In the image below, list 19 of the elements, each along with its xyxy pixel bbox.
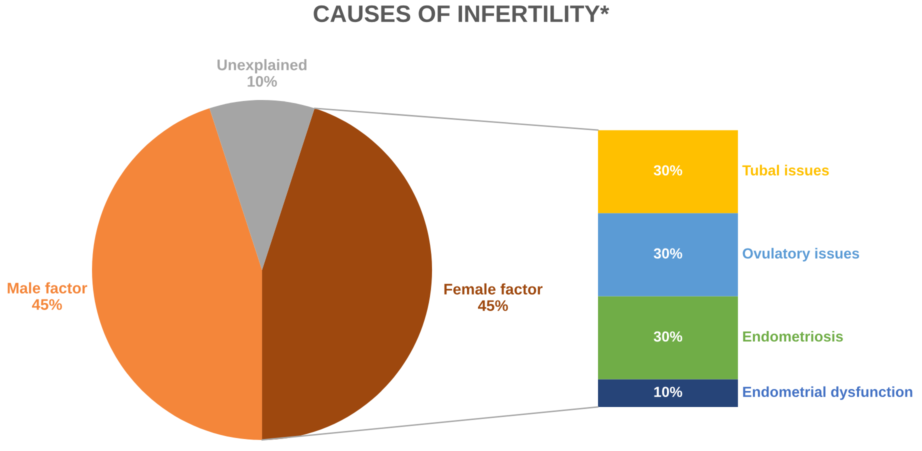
series-label: Ovulatory issues	[742, 248, 860, 262]
data-label: 30%	[654, 165, 682, 176]
bar	[598, 213, 738, 296]
bar	[598, 296, 738, 380]
chart-title: CAUSES OF INFERTILITY*	[314, 5, 610, 22]
data-label: 10%	[654, 386, 682, 398]
bar	[598, 130, 738, 214]
data-label: 45%	[478, 300, 508, 312]
series-label: Endometrial dysfunction	[743, 386, 912, 400]
data-label: 10%	[248, 76, 277, 87]
slice-label: Unexplained	[218, 59, 306, 74]
series-label: Endometriosis	[743, 330, 843, 342]
series-label: Tubal issues	[742, 164, 829, 176]
data-label: 45%	[32, 299, 62, 310]
slice-label: Male factor	[8, 282, 88, 294]
slice-label: Female factor	[444, 283, 542, 295]
data-label: 30%	[654, 248, 682, 259]
bar	[598, 379, 738, 407]
data-label: 30%	[654, 331, 682, 342]
